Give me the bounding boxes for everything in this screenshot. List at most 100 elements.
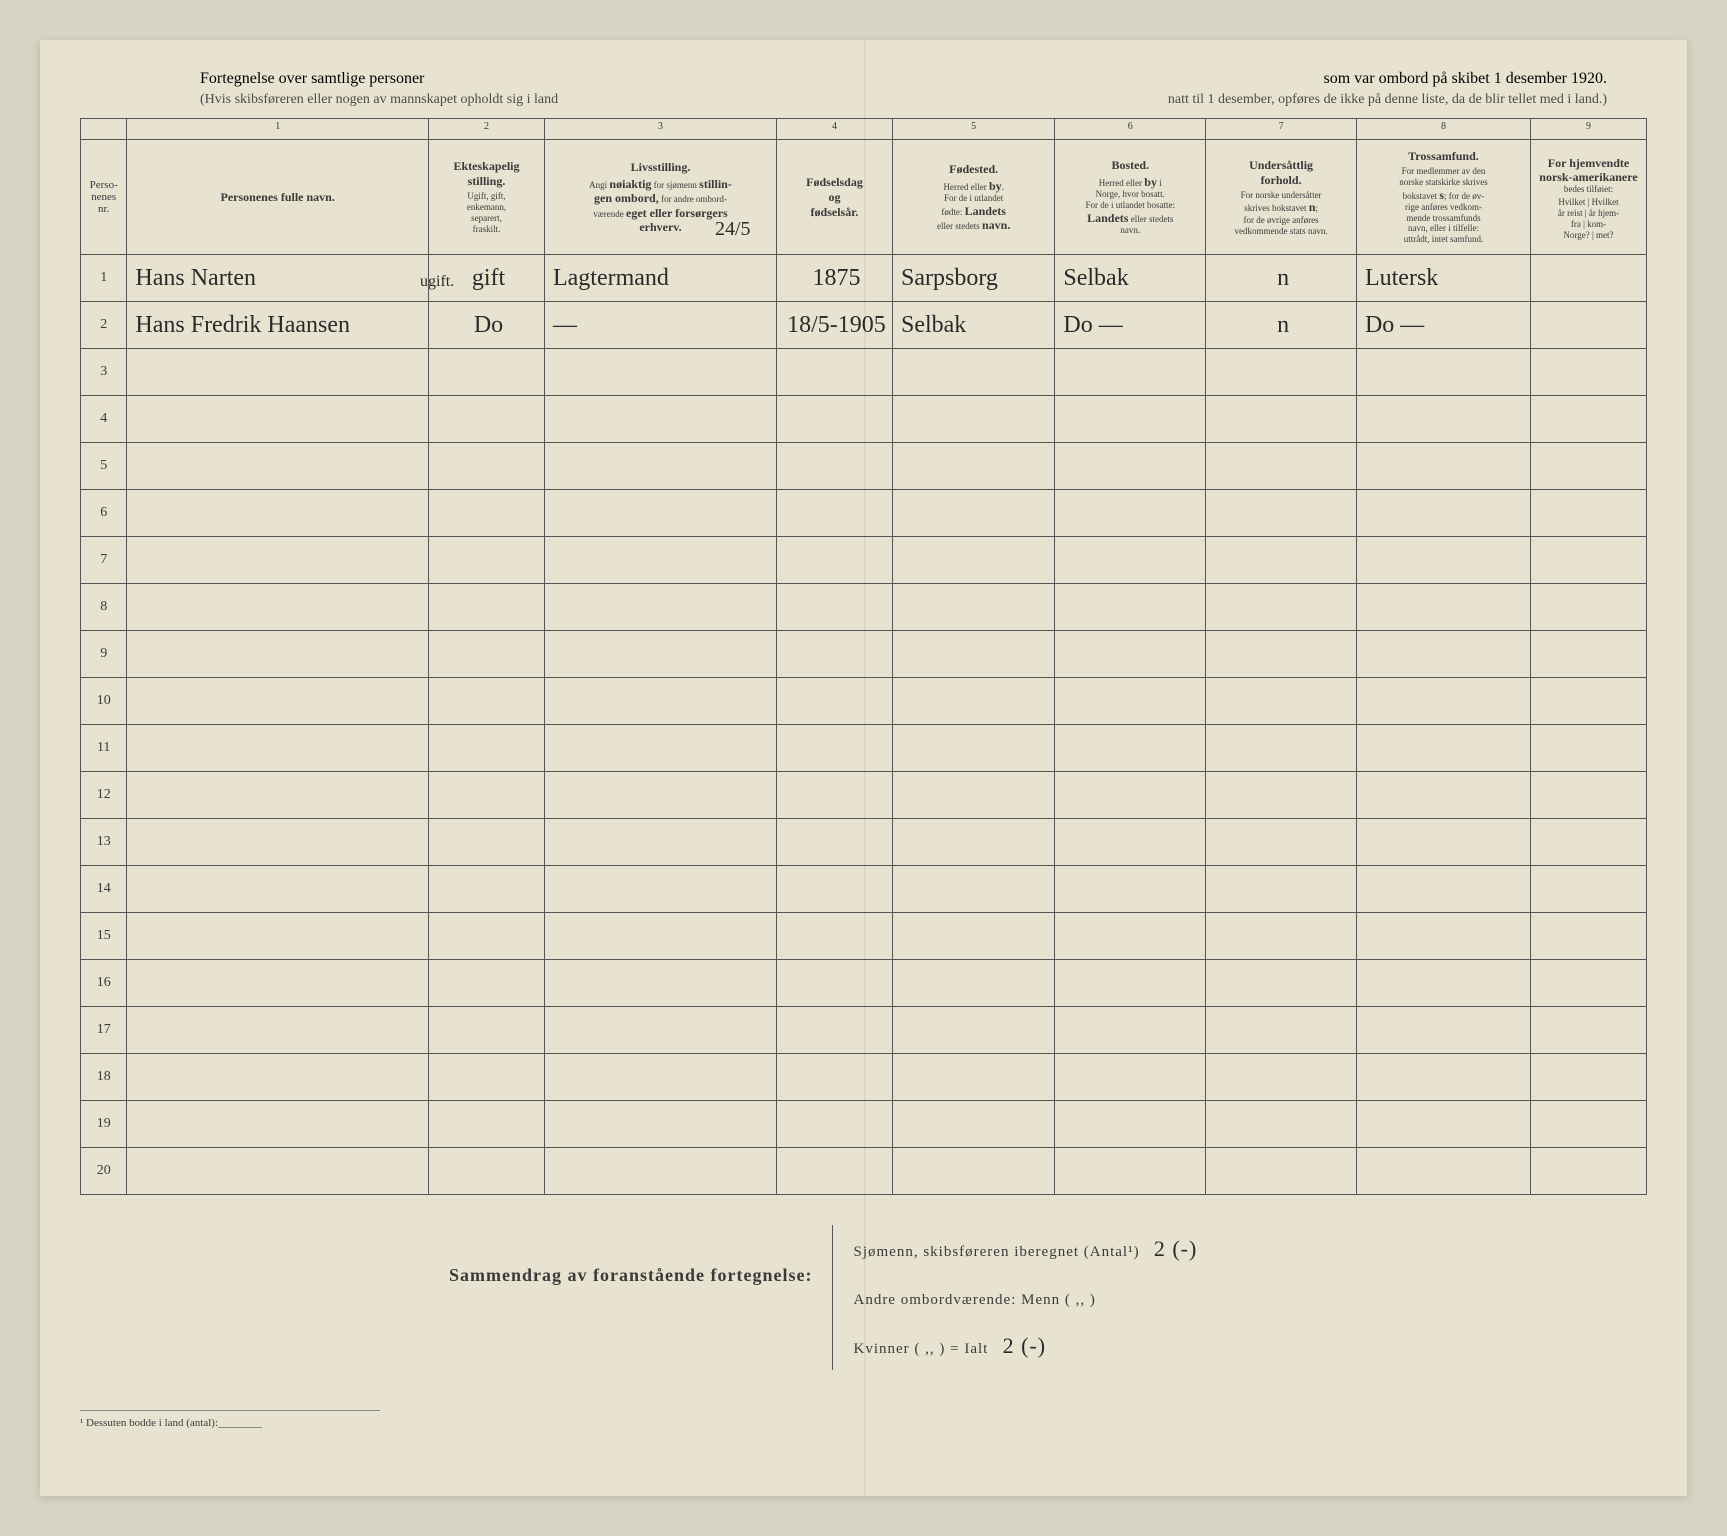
cell-marital bbox=[428, 866, 544, 913]
cell-birthplace bbox=[892, 1007, 1054, 1054]
cell-marital bbox=[428, 772, 544, 819]
cell-occupation bbox=[544, 1007, 776, 1054]
row-number: 10 bbox=[81, 678, 127, 725]
col-num: 1 bbox=[127, 119, 429, 140]
cell-birthplace bbox=[892, 819, 1054, 866]
cell-birthplace bbox=[892, 960, 1054, 1007]
cell-subject bbox=[1206, 678, 1357, 725]
col-num: 4 bbox=[776, 119, 892, 140]
cell-marital bbox=[428, 490, 544, 537]
cell-birthplace: Sarpsborg bbox=[892, 255, 1054, 302]
cell-faith bbox=[1356, 866, 1530, 913]
cell-occupation bbox=[544, 866, 776, 913]
table-row: 11 bbox=[81, 725, 1647, 772]
cell-residence bbox=[1055, 725, 1206, 772]
col-num: 9 bbox=[1530, 119, 1646, 140]
cell-name bbox=[127, 866, 429, 913]
title-right: som var ombord på skibet 1 desember 1920… bbox=[1324, 70, 1608, 88]
row-number: 15 bbox=[81, 913, 127, 960]
cell-col9 bbox=[1530, 1054, 1646, 1101]
subtitle-left: (Hvis skibsføreren eller nogen av mannsk… bbox=[200, 92, 558, 108]
col-header: Fødselsdagogfødselsår. bbox=[776, 140, 892, 255]
cell-name bbox=[127, 1101, 429, 1148]
cell-birth bbox=[776, 584, 892, 631]
summary-line: Andre ombordværende: Menn ( ,, ) bbox=[853, 1273, 1647, 1321]
cell-marital: Do bbox=[428, 302, 544, 349]
cell-birth: 1875 bbox=[776, 255, 892, 302]
table-row: 15 bbox=[81, 913, 1647, 960]
cell-occupation bbox=[544, 631, 776, 678]
col-header: Ekteskapeligstilling.Ugift, gift,enkeman… bbox=[428, 140, 544, 255]
cell-col9 bbox=[1530, 631, 1646, 678]
summary-label: Sammendrag av foranstående fortegnelse: bbox=[80, 1225, 832, 1370]
cell-subject bbox=[1206, 866, 1357, 913]
cell-residence bbox=[1055, 913, 1206, 960]
table-body: 1Hans NartengiftLagtermand1875SarpsborgS… bbox=[81, 255, 1647, 1195]
cell-name bbox=[127, 772, 429, 819]
row-number: 7 bbox=[81, 537, 127, 584]
cell-subject bbox=[1206, 1148, 1357, 1195]
cell-birthplace bbox=[892, 349, 1054, 396]
col-header: Bosted.Herred eller by iNorge, hvor bosa… bbox=[1055, 140, 1206, 255]
cell-birthplace bbox=[892, 1054, 1054, 1101]
col-header: For hjemvendtenorsk-amerikanerebedes til… bbox=[1530, 140, 1646, 255]
cell-subject bbox=[1206, 1007, 1357, 1054]
cell-residence bbox=[1055, 584, 1206, 631]
cell-marital bbox=[428, 960, 544, 1007]
cell-name bbox=[127, 725, 429, 772]
cell-residence bbox=[1055, 772, 1206, 819]
row-number: 18 bbox=[81, 1054, 127, 1101]
cell-name bbox=[127, 631, 429, 678]
col-num: 7 bbox=[1206, 119, 1357, 140]
cell-birth bbox=[776, 678, 892, 725]
cell-residence bbox=[1055, 537, 1206, 584]
cell-birthplace bbox=[892, 913, 1054, 960]
census-table: 123456789 Perso-nenesnr.Personenes fulle… bbox=[80, 118, 1647, 1195]
cell-birth bbox=[776, 537, 892, 584]
cell-marital bbox=[428, 396, 544, 443]
row-number: 14 bbox=[81, 866, 127, 913]
cell-occupation bbox=[544, 725, 776, 772]
col-header: Perso-nenesnr. bbox=[81, 140, 127, 255]
cell-subject bbox=[1206, 349, 1357, 396]
cell-subject bbox=[1206, 960, 1357, 1007]
cell-name bbox=[127, 584, 429, 631]
cell-birth bbox=[776, 913, 892, 960]
cell-name bbox=[127, 960, 429, 1007]
table-row: 18 bbox=[81, 1054, 1647, 1101]
row-number: 2 bbox=[81, 302, 127, 349]
cell-faith bbox=[1356, 349, 1530, 396]
cell-marital bbox=[428, 678, 544, 725]
cell-subject: n bbox=[1206, 255, 1357, 302]
cell-name bbox=[127, 349, 429, 396]
cell-name: Hans Fredrik Haansen bbox=[127, 302, 429, 349]
cell-birth bbox=[776, 725, 892, 772]
table-row: 13 bbox=[81, 819, 1647, 866]
cell-marital bbox=[428, 819, 544, 866]
cell-col9 bbox=[1530, 725, 1646, 772]
cell-subject: n bbox=[1206, 302, 1357, 349]
cell-occupation bbox=[544, 960, 776, 1007]
cell-col9 bbox=[1530, 819, 1646, 866]
summary-line: Sjømenn, skibsføreren iberegnet (Antal¹)… bbox=[853, 1225, 1647, 1273]
table-row: 3 bbox=[81, 349, 1647, 396]
cell-name bbox=[127, 1148, 429, 1195]
cell-occupation: Lagtermand bbox=[544, 255, 776, 302]
cell-col9 bbox=[1530, 960, 1646, 1007]
col-num: 6 bbox=[1055, 119, 1206, 140]
cell-subject bbox=[1206, 1054, 1357, 1101]
cell-birthplace bbox=[892, 678, 1054, 725]
cell-faith bbox=[1356, 678, 1530, 725]
cell-birthplace bbox=[892, 490, 1054, 537]
cell-occupation bbox=[544, 443, 776, 490]
cell-occupation bbox=[544, 396, 776, 443]
cell-occupation bbox=[544, 819, 776, 866]
cell-birthplace bbox=[892, 584, 1054, 631]
cell-birth bbox=[776, 772, 892, 819]
table-row: 16 bbox=[81, 960, 1647, 1007]
row-number: 1 bbox=[81, 255, 127, 302]
cell-subject bbox=[1206, 443, 1357, 490]
column-header-row: Perso-nenesnr.Personenes fulle navn.Ekte… bbox=[81, 140, 1647, 255]
cell-marital bbox=[428, 1007, 544, 1054]
cell-col9 bbox=[1530, 302, 1646, 349]
